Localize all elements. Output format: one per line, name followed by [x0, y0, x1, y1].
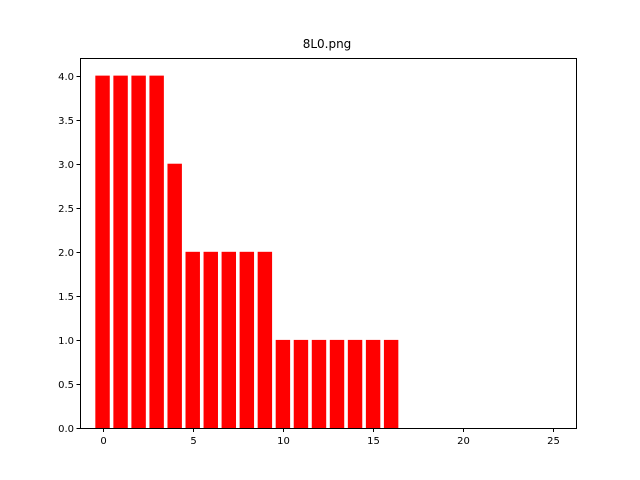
bar-1 [113, 75, 128, 428]
bar-9 [257, 251, 273, 428]
chart-title: 8L0.png [303, 37, 352, 51]
bar-15 [365, 339, 381, 428]
bar-12 [311, 339, 327, 428]
plot-frame [80, 58, 577, 429]
x-axis-ticks: 0 5 10 15 20 25 [100, 428, 560, 447]
y-tick-label: 2.0 [58, 248, 74, 259]
y-tick-label: 0.5 [58, 380, 74, 391]
bar-5 [185, 251, 200, 428]
bar-3 [149, 75, 164, 428]
bar-4 [167, 163, 182, 428]
x-tick-label: 25 [547, 436, 560, 447]
x-tick-label: 5 [190, 436, 196, 447]
x-tick-label: 15 [367, 436, 380, 447]
bar-10 [275, 339, 291, 428]
bar-8 [239, 251, 255, 428]
y-axis-ticks: 0.0 0.5 1.0 1.5 2.0 2.5 3.0 3.5 4.0 [58, 72, 81, 435]
bar-13 [329, 339, 345, 428]
x-tick-label: 10 [277, 436, 290, 447]
x-tick-label: 0 [100, 436, 106, 447]
bar-2 [131, 75, 146, 428]
y-tick-label: 3.0 [58, 160, 74, 171]
y-tick-label: 1.5 [58, 292, 74, 303]
bars-group [95, 75, 399, 428]
bar-0 [95, 75, 110, 428]
x-tick-label: 20 [457, 436, 470, 447]
bar-11 [293, 339, 309, 428]
y-tick-label: 0.0 [58, 424, 74, 435]
y-tick-label: 4.0 [58, 72, 74, 83]
bar-6 [203, 251, 218, 428]
bar-7 [221, 251, 237, 428]
y-tick-label: 3.5 [58, 116, 74, 127]
y-tick-label: 1.0 [58, 336, 74, 347]
bar-16 [383, 339, 399, 428]
bar-14 [347, 339, 363, 428]
y-tick-label: 2.5 [58, 204, 74, 215]
